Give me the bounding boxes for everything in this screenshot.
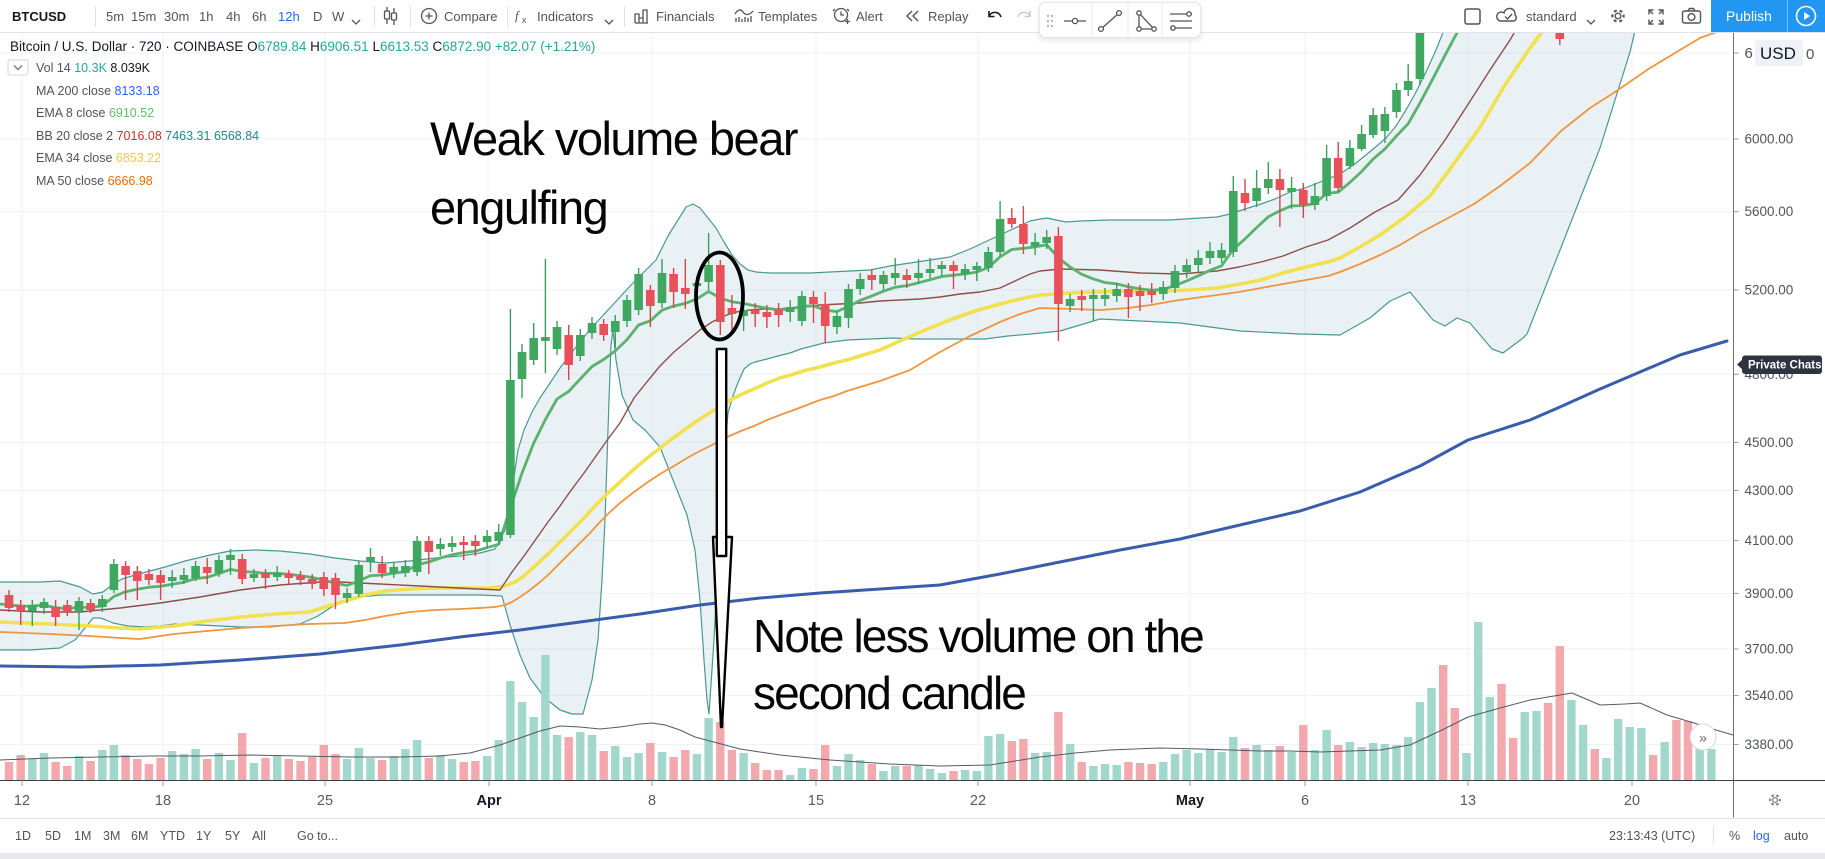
svg-text:12: 12 (14, 793, 30, 809)
svg-text:MA 200 close 8133.18: MA 200 close 8133.18 (36, 84, 160, 98)
svg-text:MA 50 close 6666.98: MA 50 close 6666.98 (36, 174, 153, 188)
svg-text:6: 6 (1745, 45, 1753, 62)
svg-text:Note less volume on the: Note less volume on the (753, 610, 1203, 662)
svg-text:Bitcoin / U.S. Dollar · 720 ·: Bitcoin / U.S. Dollar · 720 · COINBASE O… (10, 39, 595, 54)
svg-text:6000.00: 6000.00 (1745, 132, 1794, 147)
svg-text:Private Chats: Private Chats (1748, 360, 1822, 372)
svg-text:3540.00: 3540.00 (1745, 688, 1794, 703)
svg-text:Vol 14 10.3K 8.039K: Vol 14 10.3K 8.039K (36, 61, 151, 75)
svg-text:3900.00: 3900.00 (1745, 586, 1794, 601)
svg-text:13: 13 (1460, 793, 1476, 809)
svg-text:8: 8 (648, 793, 656, 809)
svg-text:x: x (522, 15, 527, 25)
svg-text:0: 0 (1806, 46, 1814, 63)
svg-text:»: » (1699, 730, 1707, 746)
svg-text:EMA 34 close 6853.22: EMA 34 close 6853.22 (36, 151, 161, 165)
svg-text:4100.00: 4100.00 (1745, 533, 1794, 548)
svg-text:6: 6 (1301, 793, 1309, 809)
svg-text:second candle: second candle (753, 667, 1025, 719)
svg-text:Apr: Apr (477, 793, 502, 809)
svg-text:BB 20 close 2 7016.08 7463.31: BB 20 close 2 7016.08 7463.31 6568.84 (36, 129, 259, 143)
svg-text:Weak volume bear: Weak volume bear (430, 112, 798, 165)
svg-text:4500.00: 4500.00 (1745, 435, 1794, 450)
svg-text:22: 22 (970, 793, 986, 809)
svg-text:May: May (1176, 793, 1204, 809)
svg-text:EMA 8 close 6910.52: EMA 8 close 6910.52 (36, 106, 154, 120)
svg-text:25: 25 (317, 793, 333, 809)
svg-text:f: f (515, 8, 521, 23)
svg-text:USD: USD (1760, 44, 1796, 63)
svg-text:5600.00: 5600.00 (1745, 204, 1794, 219)
svg-text:engulfing: engulfing (430, 181, 607, 234)
svg-text:18: 18 (155, 793, 171, 809)
svg-text:4300.00: 4300.00 (1745, 483, 1794, 498)
svg-text:3700.00: 3700.00 (1745, 641, 1794, 656)
svg-text:20: 20 (1624, 793, 1640, 809)
svg-text:3380.00: 3380.00 (1745, 737, 1794, 752)
svg-text:5200.00: 5200.00 (1745, 282, 1794, 297)
svg-text:15: 15 (808, 793, 824, 809)
